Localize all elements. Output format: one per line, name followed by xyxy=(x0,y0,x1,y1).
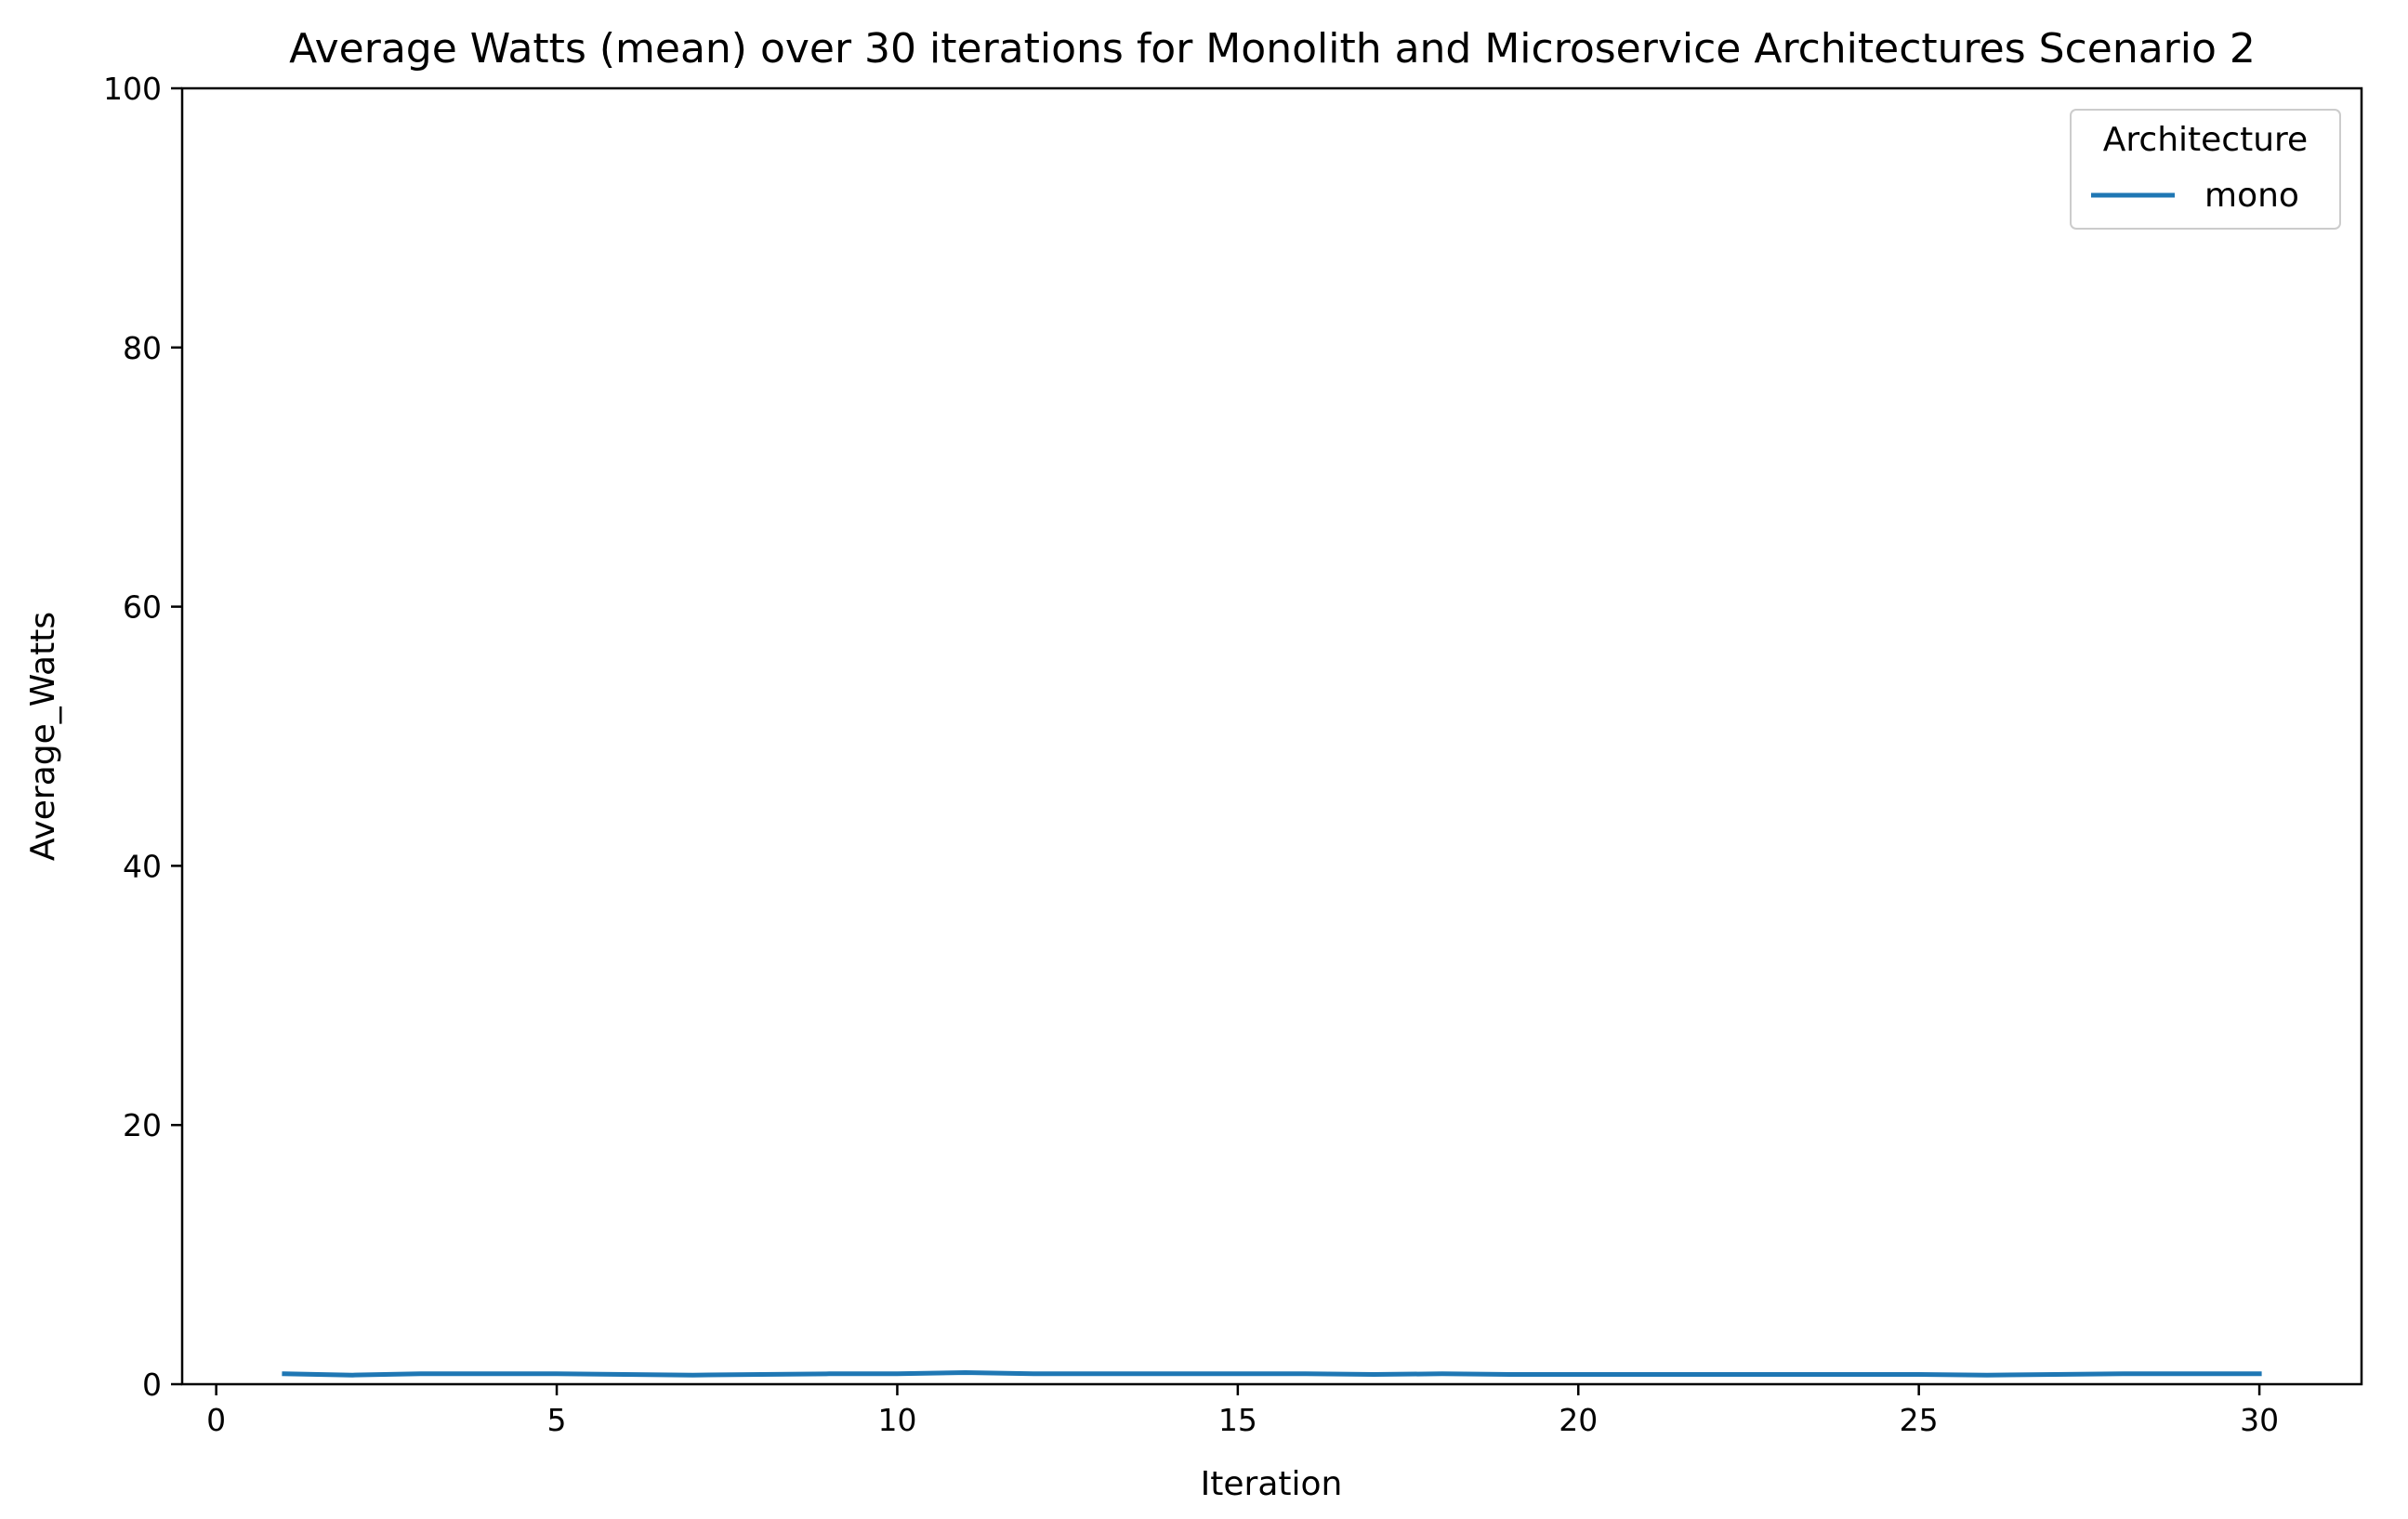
y-axis-ticks: 0 20 40 60 80 100 xyxy=(103,71,182,1403)
x-tick-label: 5 xyxy=(547,1402,567,1438)
x-axis-ticks: 0 5 10 15 20 25 30 xyxy=(206,1384,2279,1438)
legend-entries: mono xyxy=(2091,177,2299,215)
x-tick-label: 15 xyxy=(1218,1402,1257,1438)
plot-area: 0 5 10 15 20 25 30 0 20 40 60 80 100 xyxy=(103,71,2363,1438)
legend: Architecture mono xyxy=(2070,109,2341,230)
x-tick-label: 10 xyxy=(877,1402,916,1438)
legend-box xyxy=(2070,109,2341,230)
y-tick-label: 40 xyxy=(123,848,162,884)
y-tick-label: 60 xyxy=(123,589,162,626)
x-tick-label: 30 xyxy=(2240,1402,2279,1438)
y-axis-title: Average_Watts xyxy=(24,612,62,861)
x-tick-label: 20 xyxy=(1559,1402,1598,1438)
x-tick-label: 0 xyxy=(206,1402,226,1438)
series-line-mono xyxy=(282,1370,2262,1378)
y-tick-label: 0 xyxy=(142,1367,162,1403)
legend-label-mono: mono xyxy=(2204,177,2299,215)
y-tick-label: 80 xyxy=(123,330,162,366)
series-layer xyxy=(282,1370,2262,1378)
x-axis-title: Iteration xyxy=(1201,1465,1343,1503)
chart-title: Average Watts (mean) over 30 iterations … xyxy=(289,25,2256,73)
plot-frame xyxy=(180,86,2363,1386)
y-tick-label: 20 xyxy=(123,1107,162,1143)
x-tick-label: 25 xyxy=(1900,1402,1939,1438)
y-tick-label: 100 xyxy=(103,71,162,107)
legend-title: Architecture xyxy=(2103,121,2308,159)
